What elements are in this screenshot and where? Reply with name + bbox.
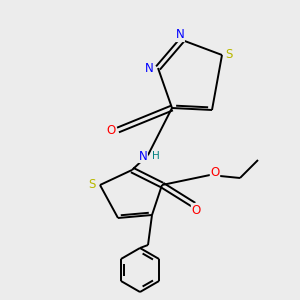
Text: O: O	[191, 203, 201, 217]
Text: O: O	[210, 166, 220, 178]
Text: N: N	[145, 61, 153, 74]
Text: N: N	[139, 149, 147, 163]
Text: S: S	[88, 178, 96, 191]
Text: S: S	[225, 49, 233, 62]
Text: N: N	[176, 28, 184, 41]
Text: H: H	[152, 151, 160, 161]
Text: O: O	[106, 124, 116, 137]
